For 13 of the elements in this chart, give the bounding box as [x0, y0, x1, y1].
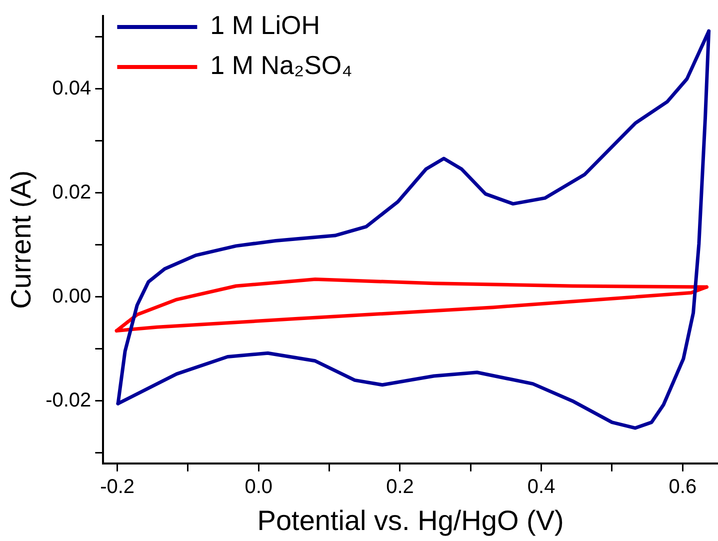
text: 0.0 — [244, 476, 273, 498]
x-axis-title: Potential vs. Hg/HgO (V) — [257, 504, 564, 536]
x-tick-label: -0.2 — [100, 476, 135, 498]
y-tick-label: 0.04 — [52, 77, 92, 100]
legend-label: 1 M Na₂SO₄ — [210, 50, 352, 80]
x-tick-label: 0.6 — [668, 476, 697, 498]
y-axis-title: Current (A) — [6, 170, 37, 309]
x-tick-label: 0.4 — [527, 476, 556, 498]
y-tick-label: 0.00 — [52, 285, 92, 308]
legend-label: 1 M LiOH — [210, 10, 320, 40]
y-tick-label: -0.02 — [46, 389, 92, 412]
y-tick-label: 0.02 — [52, 181, 92, 204]
x-tick-label: 0.2 — [386, 476, 414, 498]
